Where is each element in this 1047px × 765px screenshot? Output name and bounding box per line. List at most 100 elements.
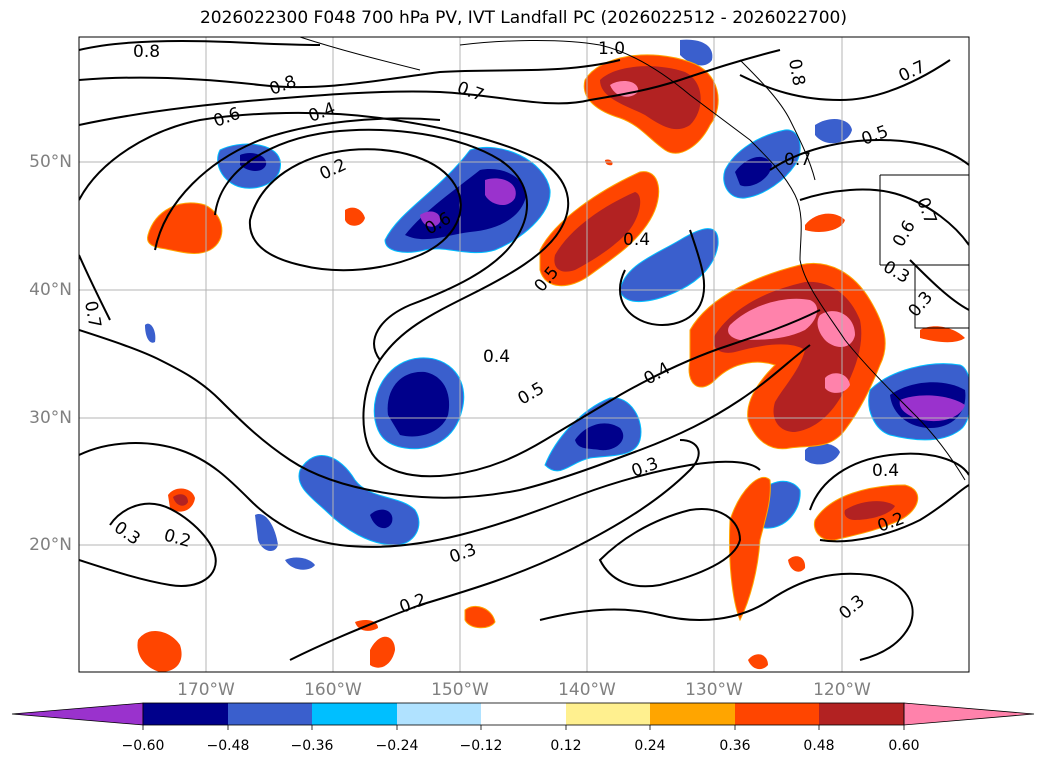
lat-label-40n: 40°N [29, 280, 72, 300]
pos-anomaly-region [788, 556, 806, 572]
contour-line [539, 572, 914, 661]
contour-line [799, 188, 969, 246]
pos-anomaly-region [728, 298, 818, 340]
colorbar [11, 702, 1035, 730]
neg-anomaly-region [485, 178, 516, 206]
contour-label: 0.8 [784, 57, 808, 87]
contour-line [79, 329, 811, 499]
pos-anomaly-region [805, 213, 845, 232]
contour-line [909, 259, 969, 311]
neg-anomaly-region [255, 514, 278, 552]
contour-line [214, 128, 528, 361]
pos-anomaly-region [345, 207, 365, 226]
colorbar-frame [142, 702, 905, 726]
colorbar-extend-left [11, 702, 144, 726]
contour-line [79, 254, 111, 321]
contour-label: 0.4 [623, 230, 650, 250]
contour-line [619, 229, 706, 326]
pos-anomaly-region [825, 373, 850, 393]
map-title: 2026022300 F048 700 hPa PV, IVT Landfall… [199, 8, 847, 28]
neg-anomaly-region [285, 557, 315, 570]
colorbar-tick-label: −0.60 [121, 738, 165, 754]
lat-label-20n: 20°N [29, 535, 72, 555]
colorbar-segment [312, 703, 397, 725]
contour-line [248, 148, 462, 272]
colorbar-segment [228, 703, 312, 725]
colorbar-tick-label: −0.48 [206, 738, 250, 754]
colorbar-tick-label: −0.24 [375, 738, 419, 754]
colorbar-segment [143, 703, 228, 725]
pos-anomaly-region [817, 311, 855, 347]
neg-anomaly-region [420, 211, 441, 227]
colorbar-extend-right [903, 702, 1035, 726]
contour-line [739, 59, 951, 102]
neg-anomaly-region [735, 156, 772, 187]
contour-label: 0.7 [80, 299, 104, 329]
colorbar-tick-label: −0.36 [290, 738, 334, 754]
pos-anomaly-region [173, 494, 188, 506]
pos-anomaly-region [554, 192, 641, 272]
colorbar-segment [566, 703, 650, 725]
contour-label: 0.7 [784, 150, 811, 170]
contour-line [79, 49, 781, 126]
colorbar-segment [397, 703, 481, 725]
lat-label-30n: 30°N [29, 408, 72, 428]
lon-label-140w: 140°W [558, 680, 616, 700]
contour-label: 1.0 [598, 39, 625, 59]
lat-label-50n: 50°N [29, 152, 72, 172]
contour-line [809, 452, 969, 511]
contour-line [79, 59, 621, 89]
contour-line [289, 439, 700, 661]
map-plot-area: 0.8 0.8 0.6 0.4 0.2 0.7 1.0 0.8 0.7 0.5 … [79, 37, 969, 672]
contour-line [79, 111, 821, 478]
colorbar-segment [650, 703, 735, 725]
contour-line [79, 502, 217, 587]
coastline-alaska [299, 37, 966, 481]
state-borders [879, 174, 969, 329]
pos-anomaly-region [147, 202, 223, 254]
contour-line [154, 117, 441, 251]
colorbar-segment [481, 703, 566, 725]
contour-line [79, 442, 761, 548]
neg-anomaly-region [805, 443, 840, 465]
neg-anomaly-region [899, 395, 965, 422]
pos-anomaly-region [844, 501, 895, 520]
pv-contours [79, 39, 969, 661]
contour-label: 0.8 [133, 42, 160, 62]
neg-anomaly-region [370, 509, 393, 529]
contour-label: 0.4 [483, 347, 510, 367]
lon-label-120w: 120°W [813, 680, 871, 700]
colorbar-tick-label: 0.48 [803, 738, 835, 754]
coastline-bc [739, 59, 816, 181]
contour-line [79, 39, 321, 51]
colorbar-tick-label: 0.60 [888, 738, 920, 754]
neg-anomaly-region [145, 323, 156, 343]
pos-anomaly-region [728, 477, 771, 622]
map-frame [78, 36, 970, 673]
lon-label-170w: 170°W [177, 680, 235, 700]
lon-label-150w: 150°W [431, 680, 489, 700]
lon-label-160w: 160°W [304, 680, 362, 700]
colorbar-tick-label: −0.12 [459, 738, 503, 754]
neg-anomaly-region [815, 118, 852, 144]
colorbar-segment [735, 703, 819, 725]
pv-anomaly-shading [137, 39, 969, 672]
pos-anomaly-region [464, 606, 496, 629]
colorbar-tick-label: 0.24 [634, 738, 666, 754]
colorbar-tick-label: 0.12 [550, 738, 582, 754]
contour-line [598, 508, 742, 588]
colorbar-segment [819, 703, 904, 725]
neg-anomaly-region [387, 371, 450, 437]
contour-line [769, 138, 969, 171]
pos-anomaly-region [137, 630, 182, 672]
gridlines [79, 37, 969, 672]
pos-anomaly-region [748, 654, 768, 670]
pos-anomaly-region [370, 636, 395, 668]
coastlines [299, 37, 969, 481]
contour-line [819, 484, 969, 543]
neg-anomaly-region [619, 228, 719, 303]
contour-label: 0.4 [872, 461, 899, 481]
neg-anomaly-region [680, 39, 713, 66]
colorbar-tick-label: 0.36 [719, 738, 751, 754]
